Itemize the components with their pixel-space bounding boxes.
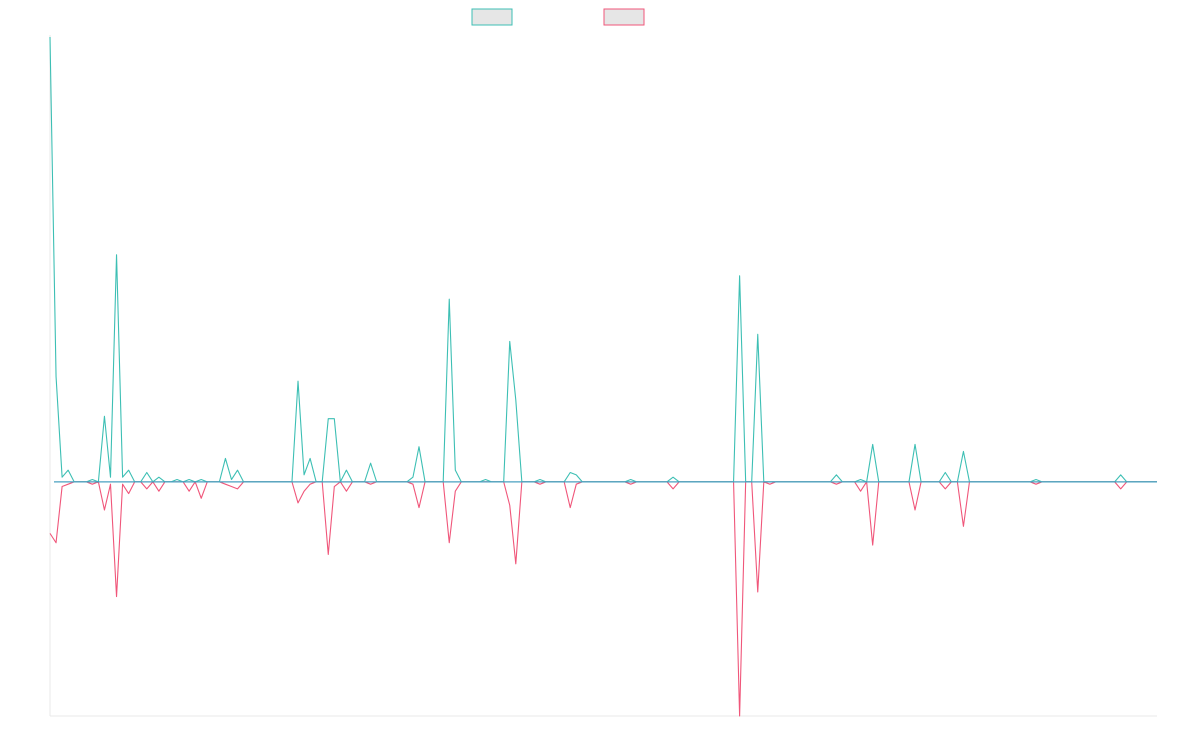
series-line-1 (49, 36, 1157, 483)
legend (471, 8, 645, 26)
series-line-2 (49, 481, 1157, 717)
axes (49, 35, 1157, 717)
legend-swatch-2[interactable] (603, 8, 645, 26)
series-layer (49, 36, 1157, 717)
legend-swatch-1[interactable] (471, 8, 513, 26)
